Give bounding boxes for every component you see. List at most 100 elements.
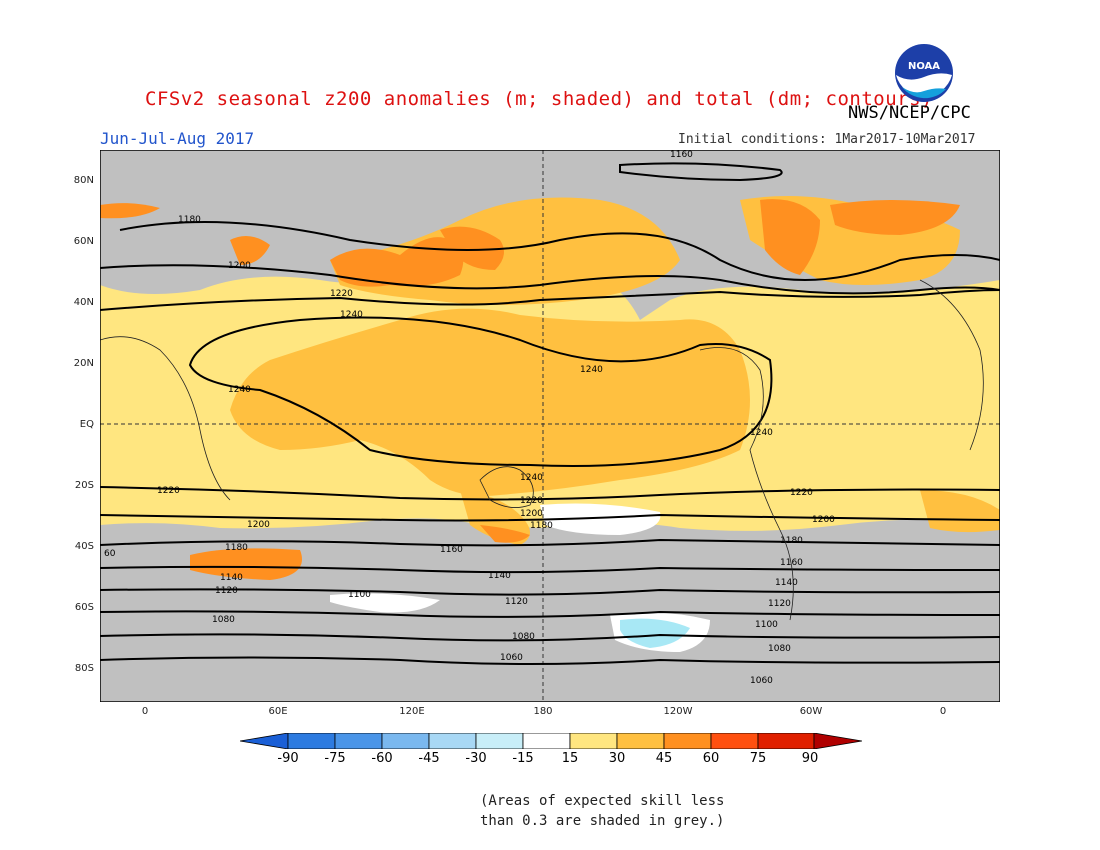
contour-label-1180-center: 1180 — [530, 521, 553, 531]
lat-label-40n: 40N — [73, 297, 94, 308]
contour-label-1080-e: 1080 — [768, 644, 791, 654]
anomaly-45-60-nw — [100, 203, 160, 219]
anomaly-45-60-na — [760, 199, 820, 275]
skill-note-line2: than 0.3 are shaded in grey.) — [480, 813, 725, 829]
colorbar-high-arrow — [813, 733, 862, 749]
colorbar-bin — [663, 733, 712, 749]
colorbar-bin — [522, 733, 571, 749]
contour-label-1160: 1160 — [670, 150, 693, 160]
anomaly-negative-se — [620, 618, 690, 648]
contour-label-1120-w: 1120 — [215, 586, 238, 596]
anomaly-map: 1160 1180 1200 1220 1240 1240 1240 1240 … — [100, 150, 1000, 702]
colorbar-tick: -75 — [324, 751, 346, 766]
contour-label-1240-pacific: 1240 — [580, 365, 603, 375]
anomaly-45-60-eur — [230, 236, 270, 265]
contour-label-1080-w: 1080 — [212, 615, 235, 625]
forecast-period: Jun-Jul-Aug 2017 — [100, 129, 255, 148]
lon-label-0-west: 0 — [141, 706, 149, 717]
anomaly-45-60-atl — [830, 200, 960, 235]
contour-label-1100-e: 1100 — [755, 620, 778, 630]
colorbar-bin — [710, 733, 759, 749]
lon-label-0-east: 0 — [939, 706, 947, 717]
colorbar-bin — [616, 733, 665, 749]
colorbar-bin — [287, 733, 336, 749]
colorbar-tick: -60 — [371, 751, 393, 766]
contour-label-1120-e: 1120 — [768, 599, 791, 609]
anomaly-45-60-s — [190, 548, 302, 580]
lon-label-60w: 60W — [799, 706, 823, 717]
skill-note-line1: (Areas of expected skill less — [480, 793, 725, 809]
contour-label-1200-east: 1200 — [812, 515, 835, 525]
contour-label-1200: 1200 — [228, 261, 251, 271]
svg-text:NOAA: NOAA — [908, 61, 940, 72]
contour-label-1100-w: 1100 — [348, 590, 371, 600]
lon-label-180: 180 — [533, 706, 553, 717]
lat-label-60n: 60N — [73, 236, 94, 247]
colorbar-bin — [475, 733, 524, 749]
contour-label-1080-c: 1080 — [512, 632, 535, 642]
anomaly-30-45-central — [230, 308, 750, 496]
noaa-logo: NOAA — [895, 44, 953, 102]
map-title: CFSv2 seasonal z200 anomalies (m; shaded… — [145, 88, 933, 110]
lat-label-20s: 20S — [74, 480, 94, 491]
colorbar-tick: 45 — [655, 751, 673, 766]
contour-label-1240-sa: 1240 — [750, 428, 773, 438]
colorbar-tick: -15 — [512, 751, 534, 766]
lat-label-60s: 60S — [74, 602, 94, 613]
grey-skill-region-south — [100, 518, 1000, 702]
agency-label: NWS/NCEP/CPC — [848, 103, 971, 123]
lat-label-20n: 20N — [73, 358, 94, 369]
anomaly-neutral-sw — [330, 593, 440, 613]
contour-label-1160-east: 1160 — [780, 558, 803, 568]
colorbar-tick: -90 — [277, 751, 299, 766]
anomaly-45-60-ne-asia — [440, 226, 504, 270]
colorbar-tick: -30 — [465, 751, 487, 766]
colorbar-tick: 15 — [561, 751, 579, 766]
colorbar-tick: 60 — [702, 751, 720, 766]
lon-label-60e: 60E — [268, 706, 288, 717]
colorbar-bin — [381, 733, 430, 749]
anomaly-45-60-tas — [480, 525, 530, 543]
colorbar-tick: 30 — [608, 751, 626, 766]
colorbar-bin — [757, 733, 815, 749]
colorbar-bin — [569, 733, 618, 749]
contour-label-1060-c: 1060 — [500, 653, 523, 663]
contour-label-60: 60 — [104, 549, 116, 559]
contour-label-1180-south: 1180 — [225, 543, 248, 553]
contour-label-1240-indian: 1240 — [228, 385, 251, 395]
lat-label-80s: 80S — [74, 663, 94, 674]
contour-label-1120-c: 1120 — [505, 597, 528, 607]
contour-label-1140-e: 1140 — [775, 578, 798, 588]
lat-label-eq: EQ — [79, 419, 94, 430]
contour-labels: 1160 1180 1200 1220 1240 1240 1240 1240 … — [104, 150, 835, 686]
contour-label-1200-south: 1200 — [247, 520, 270, 530]
lon-label-120w: 120W — [663, 706, 693, 717]
colorbar-tick: -45 — [418, 751, 440, 766]
colorbar-tick: 90 — [801, 751, 819, 766]
colorbar-bin — [428, 733, 477, 749]
contour-label-1200-center: 1200 — [520, 509, 543, 519]
contour-label-1220-south: 1220 — [157, 486, 180, 496]
contour-label-1160-south: 1160 — [440, 545, 463, 555]
anomaly-neutral-pacific — [540, 503, 661, 535]
contour-label-1220: 1220 — [330, 289, 353, 299]
lon-label-120e: 120E — [399, 706, 425, 717]
contour-label-1220-center: 1220 — [520, 496, 543, 506]
contour-lines — [100, 162, 1000, 665]
anomaly-30-45-sa — [920, 490, 1000, 533]
contour-label-1240: 1240 — [340, 310, 363, 320]
lat-label-80n: 80N — [73, 175, 94, 186]
contour-label-1140-w: 1140 — [220, 573, 243, 583]
contour-label-1220-east: 1220 — [790, 488, 813, 498]
anomaly-colorbar — [240, 733, 862, 749]
initial-conditions: Initial conditions: 1Mar2017-10Mar2017 — [678, 132, 976, 147]
lat-label-40s: 40S — [74, 541, 94, 552]
contour-label-1140-c: 1140 — [488, 571, 511, 581]
colorbar-bin — [334, 733, 383, 749]
contour-label-1240-south: 1240 — [520, 473, 543, 483]
contour-label-1180-east: 1180 — [780, 536, 803, 546]
colorbar-low-arrow — [240, 733, 289, 749]
skill-note: (Areas of expected skill less than 0.3 a… — [480, 791, 724, 831]
contour-label-1180: 1180 — [178, 215, 201, 225]
colorbar-tick: 75 — [749, 751, 767, 766]
